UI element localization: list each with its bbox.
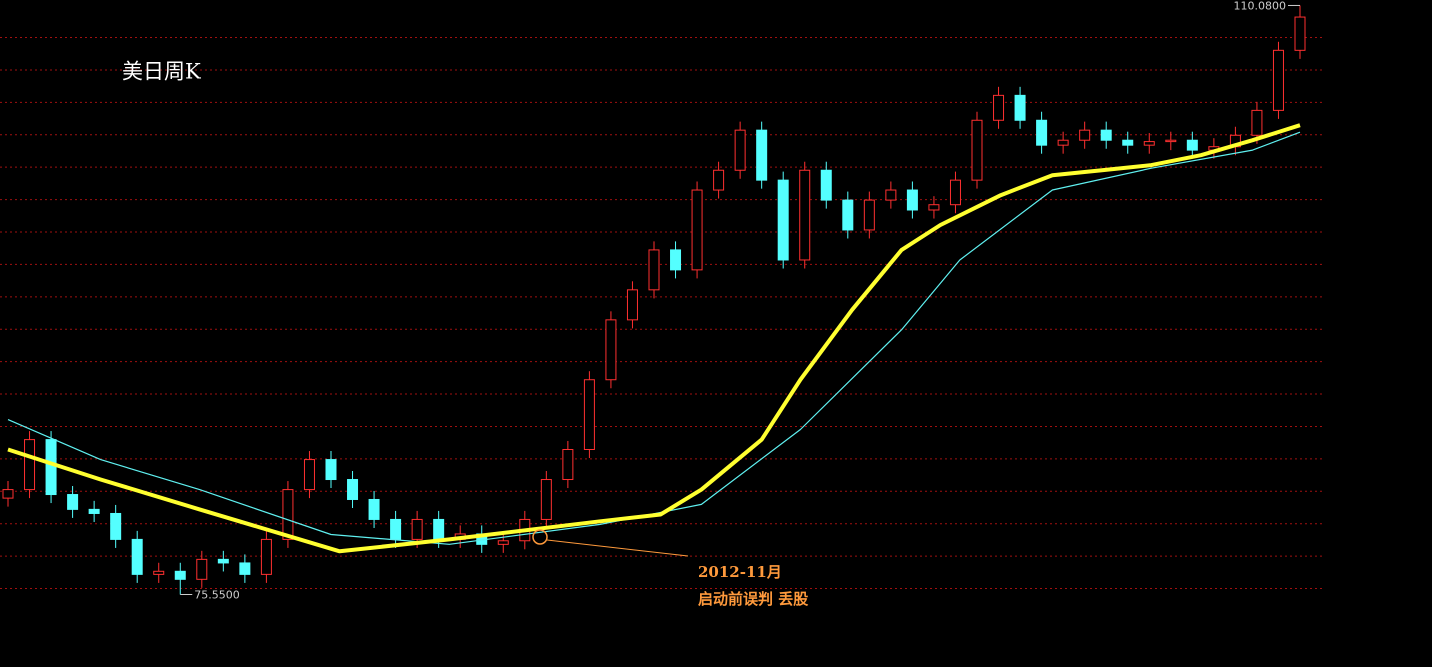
candle-body (1122, 139, 1134, 146)
candle-body (2, 489, 14, 499)
candle-body (217, 558, 229, 564)
candle-body (863, 199, 875, 231)
candle-body (260, 538, 272, 575)
candle-body (906, 189, 918, 211)
plot: 110.0800 75.5500 (2, 0, 1306, 602)
candle-body (282, 489, 294, 540)
candle-body (562, 449, 574, 481)
candle-body (734, 129, 746, 171)
candle-body (583, 379, 595, 450)
moving-average-line (7, 131, 1301, 545)
candle-body (842, 199, 854, 231)
candle-body (45, 439, 57, 496)
candle-body (196, 558, 208, 580)
candle-body (368, 498, 380, 520)
min-label: 75.5500 (194, 589, 240, 602)
candle-body (1272, 49, 1284, 111)
candle-body (1057, 139, 1069, 146)
candle-body (605, 319, 617, 381)
candle-body (433, 518, 445, 540)
candle-body (713, 169, 725, 191)
candle-body (131, 538, 143, 575)
candle-body (670, 249, 682, 271)
candle-body (949, 179, 961, 206)
max-label: 110.0800 (1234, 0, 1287, 12)
candle-body (777, 179, 789, 261)
candle-body (67, 494, 79, 510)
candle-body (411, 518, 423, 540)
chart-title: 美日周K (122, 60, 201, 84)
annotation-text: 2012-11月 (698, 563, 782, 581)
candle-body (928, 204, 940, 211)
candle-body (24, 439, 36, 491)
candle-body (325, 459, 337, 481)
candle-body (971, 119, 983, 181)
candle-body (1251, 109, 1263, 136)
candle-body (88, 508, 100, 514)
candle-body (820, 169, 832, 201)
candle-body (174, 570, 186, 580)
candle-body (1100, 129, 1112, 141)
annotation-text: 启动前误判 丢股 (698, 590, 809, 608)
candle-body (1165, 139, 1177, 143)
candle-body (303, 459, 315, 491)
candle-body (885, 189, 897, 201)
grid (0, 37, 1322, 590)
annotation-pointer (546, 539, 689, 557)
candle-body (648, 249, 660, 291)
annotation-circle (532, 529, 548, 545)
candle-body (1294, 16, 1306, 51)
candle-body (1079, 129, 1091, 141)
candle-body (1036, 119, 1048, 146)
candle-body (540, 479, 552, 520)
candle-body (626, 289, 638, 321)
candle-body (110, 512, 122, 540)
candle-body (1014, 94, 1026, 121)
candle-body (153, 570, 165, 575)
candle-body (390, 518, 402, 540)
moving-average-line (7, 123, 1301, 554)
candle-body (1143, 141, 1155, 146)
candle-body (756, 129, 768, 181)
candle-body (347, 479, 359, 500)
candle-body (691, 189, 703, 271)
candle-body (239, 562, 251, 575)
candle-body (993, 94, 1005, 121)
candle-body (799, 169, 811, 261)
candle-body (497, 540, 509, 545)
candle-body (1186, 139, 1198, 151)
